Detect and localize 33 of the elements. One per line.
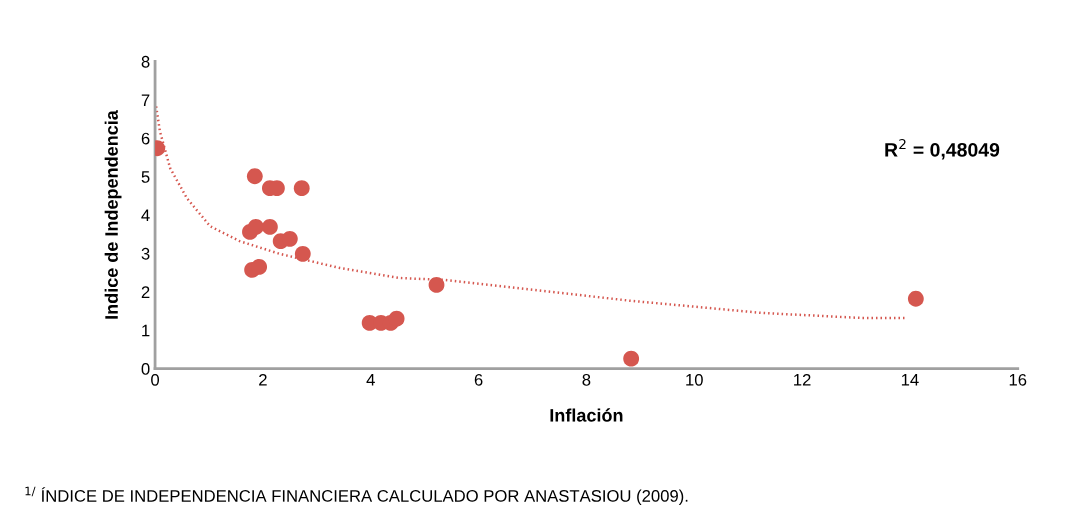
y-tick-label: 7 <box>141 94 150 106</box>
annotation: R$^{2}$ = 0,48049 <box>885 138 1000 160</box>
point <box>907 290 924 307</box>
x-tick-label: 12 <box>794 373 811 386</box>
y-tick-label: 2 <box>141 286 150 298</box>
x-tick-label: 2 <box>259 373 267 386</box>
x-tick-label: 14 <box>901 374 919 386</box>
point <box>251 258 268 275</box>
point <box>281 230 298 247</box>
point <box>261 219 278 235</box>
x-tick-label: 4 <box>366 374 375 386</box>
y-axis-title: Indice de Independencia <box>104 110 122 319</box>
x-tick-label: 16 <box>1009 373 1027 386</box>
point <box>623 350 640 367</box>
x-axis-title: Inflación <box>550 408 623 422</box>
x-tick-label: 6 <box>474 373 483 386</box>
y-tick-label: 3 <box>141 247 150 260</box>
y-tick-label: 6 <box>141 132 150 145</box>
point <box>388 310 405 327</box>
y-tick-label: 8 <box>141 55 150 68</box>
y-tick-label: 0 <box>141 363 150 375</box>
x-tick-label: 0 <box>151 373 160 386</box>
y-tick-label: 1 <box>142 324 150 337</box>
point <box>247 219 264 235</box>
point <box>246 168 263 185</box>
y-tick-label: 5 <box>141 171 150 183</box>
point <box>428 277 445 293</box>
y-tick-label: 4 <box>141 209 150 222</box>
point <box>294 245 311 262</box>
x-tick-label: 10 <box>686 373 703 386</box>
point <box>293 180 310 197</box>
text: $^{1/}$ ÍNDICE DE INDEPENDENCIA FINANCIERA CALCULADO POR ANASTASIOU (2009). <box>25 486 688 506</box>
x-tick-label: 8 <box>582 373 591 386</box>
